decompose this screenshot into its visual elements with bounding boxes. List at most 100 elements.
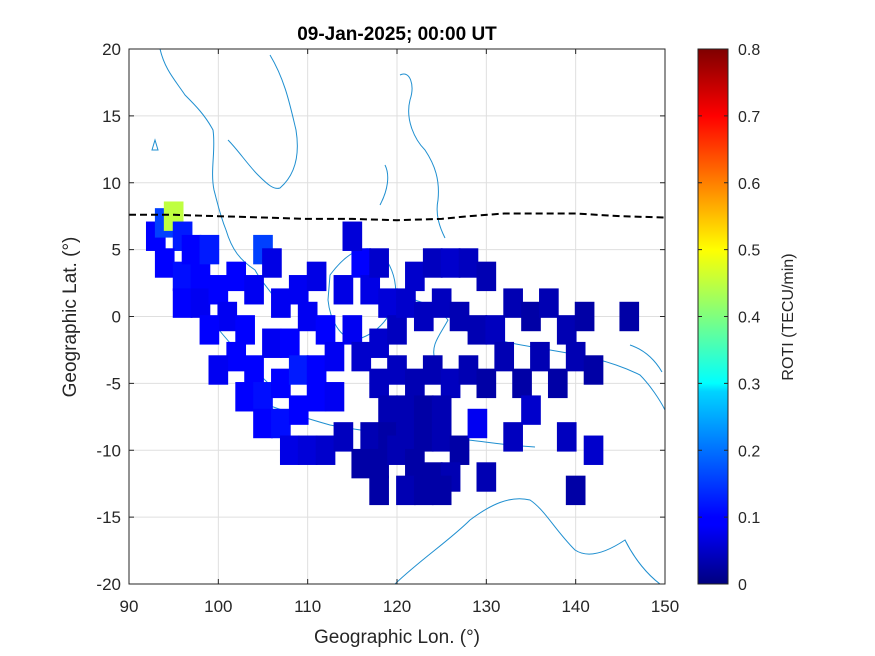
roti-bin: [476, 261, 497, 292]
roti-bin: [503, 288, 523, 318]
roti-bin: [396, 395, 416, 425]
roti-bin: [315, 315, 336, 345]
x-axis-label: Geographic Lon. (°): [314, 627, 480, 648]
roti-bin: [190, 261, 211, 292]
roti-bin: [539, 288, 559, 318]
roti-bin: [467, 315, 488, 345]
roti-bin: [583, 435, 604, 465]
colorbar-tick-label: 0.8: [738, 42, 760, 59]
roti-bin: [235, 382, 255, 412]
roti-bin: [387, 315, 407, 345]
roti-bin: [387, 435, 407, 465]
roti-bin: [530, 341, 550, 372]
x-tick-label: 100: [204, 597, 232, 616]
roti-bin: [172, 261, 193, 292]
y-tick-label: 15: [102, 107, 121, 126]
coastline-taiwan-island: [379, 164, 389, 206]
roti-bin: [449, 301, 470, 332]
roti-bin: [440, 368, 461, 399]
roti-bin: [413, 301, 434, 332]
roti-bin: [271, 288, 291, 318]
roti-bin: [253, 382, 273, 412]
roti-bin: [190, 288, 211, 318]
x-tick-label: 110: [294, 597, 321, 616]
roti-bin: [396, 288, 416, 318]
roti-bin: [208, 355, 229, 385]
roti-bin: [226, 341, 247, 372]
roti-bin: [235, 315, 255, 345]
coastline-small-island: [151, 138, 159, 151]
roti-bin: [217, 301, 238, 332]
coastline-philippines: [399, 73, 446, 239]
roti-bin: [244, 275, 264, 305]
roti-bin: [387, 355, 407, 385]
roti-bin: [619, 301, 640, 332]
y-tick-label: -5: [106, 374, 121, 393]
roti-bin: [306, 382, 327, 412]
roti-bin: [369, 475, 389, 506]
roti-bin: [378, 395, 398, 425]
y-tick-label: -15: [96, 508, 121, 527]
roti-bin: [431, 422, 452, 452]
roti-bin: [431, 395, 452, 425]
chart-title: 09-Jan-2025; 00:00 UT: [297, 24, 497, 45]
roti-bin: [413, 395, 434, 425]
roti-bin: [405, 261, 425, 292]
roti-bin: [297, 435, 318, 465]
roti-bin: [458, 248, 479, 278]
roti-bin: [208, 275, 229, 305]
roti-bin: [306, 261, 327, 292]
roti-bin: [413, 475, 434, 506]
roti-bin: [369, 368, 389, 399]
roti-bin: [476, 368, 497, 399]
colorbar: [697, 48, 729, 585]
y-tick-label: -10: [96, 441, 121, 460]
roti-bin: [565, 475, 586, 506]
roti-bin: [369, 448, 389, 479]
y-tick-label: -20: [96, 575, 121, 594]
colorbar-label: ROTI (TECU/min): [780, 253, 797, 380]
roti-bin: [342, 221, 363, 251]
coastline-pacific-island: [629, 344, 663, 373]
roti-bin: [279, 435, 300, 465]
roti-bin: [521, 301, 541, 332]
roti-bin: [503, 422, 523, 452]
roti-bin: [422, 248, 443, 278]
colorbar-tick-label: 0.1: [738, 510, 760, 527]
y-tick-label: 5: [112, 241, 121, 260]
roti-bin: [556, 422, 577, 452]
roti-bin: [154, 248, 175, 278]
roti-bin: [324, 382, 345, 412]
roti-bin: [547, 368, 568, 399]
roti-bin: [413, 422, 434, 452]
roti-bin: [360, 275, 381, 305]
roti-bins: [145, 201, 640, 506]
roti-bin: [556, 315, 577, 345]
coastline-indochina: [227, 54, 298, 189]
roti-bin: [351, 341, 372, 372]
colorbar-tick-label: 0: [738, 577, 747, 594]
x-tick-label: 90: [120, 597, 139, 616]
roti-bin: [288, 275, 309, 305]
roti-bin: [306, 355, 327, 385]
colorbar-tick-label: 0.2: [738, 443, 760, 460]
colorbar-tick-label: 0.4: [738, 310, 760, 327]
coastline-mainland: [159, 49, 277, 301]
roti-bin: [199, 234, 220, 265]
roti-bin: [351, 248, 372, 278]
axis-ticks: [128, 48, 666, 585]
roti-bin: [172, 288, 193, 318]
roti-bin: [262, 248, 282, 278]
roti-bin: [244, 355, 264, 385]
roti-bin: [449, 435, 470, 465]
roti-bin: [440, 248, 461, 278]
roti-bin: [476, 462, 497, 492]
roti-bin: [262, 328, 282, 358]
coastline-australia: [394, 498, 661, 584]
roti-bin: [485, 315, 506, 345]
roti-bin: [181, 234, 202, 265]
x-tick-label: 120: [383, 597, 411, 616]
roti-bin: [226, 261, 247, 292]
roti-bin: [253, 408, 273, 439]
